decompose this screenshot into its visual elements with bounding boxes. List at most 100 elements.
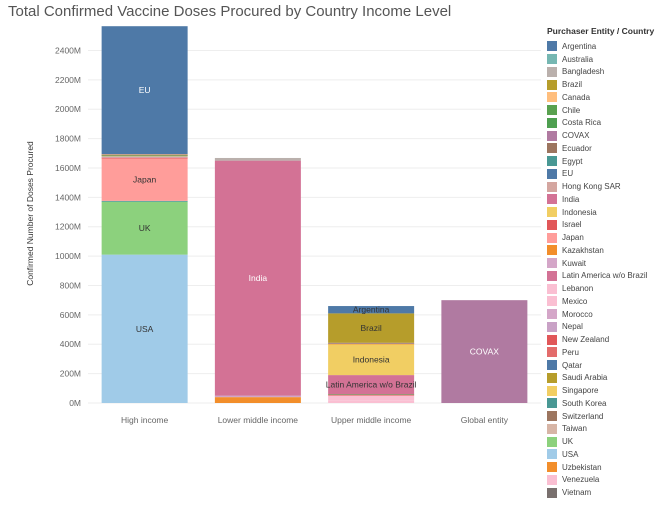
bar-segment-brazil (328, 313, 415, 343)
legend-item-costa-rica[interactable]: Costa Rica (547, 117, 659, 130)
bar-segment-uzbekistan (214, 397, 301, 403)
legend-item-india[interactable]: India (547, 193, 659, 206)
y-tick-label: 400M (60, 339, 81, 349)
legend-swatch (547, 411, 557, 422)
bar-segment-canada (101, 156, 188, 157)
legend-label: Vietnam (562, 488, 592, 498)
legend-swatch (547, 168, 557, 179)
legend-item-usa[interactable]: USA (547, 448, 659, 461)
legend-swatch (547, 258, 557, 269)
legend-item-hong-kong-sar[interactable]: Hong Kong SAR (547, 180, 659, 193)
legend-item-saudi-arabia[interactable]: Saudi Arabia (547, 372, 659, 385)
legend-item-uzbekistan[interactable]: Uzbekistan (547, 461, 659, 474)
legend-label: USA (562, 449, 579, 459)
legend-item-uk[interactable]: UK (547, 435, 659, 448)
bar-label-eu: EU (139, 85, 151, 95)
legend-item-vietnam[interactable]: Vietnam (547, 486, 659, 499)
legend-label: Egypt (562, 156, 583, 166)
legend-swatch (547, 219, 557, 230)
chart-plot-area: EU Japan UK USA India Argentina Brazil Indonesi… (25, 26, 541, 425)
legend-label: Singapore (562, 386, 599, 396)
y-tick-label: 1400M (55, 192, 81, 202)
legend-item-lebanon[interactable]: Lebanon (547, 282, 659, 295)
legend-item-covax[interactable]: COVAX (547, 129, 659, 142)
legend-swatch (547, 105, 557, 116)
chart-title: Total Confirmed Vaccine Doses Procured b… (8, 3, 452, 20)
legend-item-switzerland[interactable]: Switzerland (547, 410, 659, 423)
y-tick-label: 1800M (55, 134, 81, 144)
legend-item-peru[interactable]: Peru (547, 346, 659, 359)
legend-label: India (562, 194, 580, 204)
bar-segment-costa-rica (328, 394, 415, 395)
legend-item-kazakhstan[interactable]: Kazakhstan (547, 244, 659, 257)
y-axis-title: Confirmed Number of Doses Procured (25, 141, 35, 286)
legend-item-indonesia[interactable]: Indonesia (547, 206, 659, 219)
legend-label: Mexico (562, 296, 588, 306)
bar-segment-ecuador (328, 342, 415, 344)
legend-item-mexico[interactable]: Mexico (547, 295, 659, 308)
y-tick-label: 2200M (55, 75, 81, 85)
legend-item-canada[interactable]: Canada (547, 91, 659, 104)
legend-label: Australia (562, 54, 594, 64)
y-tick-label: 1000M (55, 251, 81, 261)
legend-label: Hong Kong SAR (562, 182, 621, 192)
legend-swatch (547, 385, 557, 396)
legend-item-new-zealand[interactable]: New Zealand (547, 333, 659, 346)
legend-label: Israel (562, 220, 582, 230)
axes: 0M 200M 400M 600M 800M 1000M 1200M 1400M 1600M 18… (25, 45, 509, 425)
legend-label: South Korea (562, 398, 607, 408)
legend-item-latin-america-w-o-brazil[interactable]: Latin America w/o Brazil (547, 270, 659, 283)
legend-swatch (547, 474, 557, 485)
legend-item-egypt[interactable]: Egypt (547, 155, 659, 168)
legend-item-qatar[interactable]: Qatar (547, 359, 659, 372)
legend-item-eu[interactable]: EU (547, 168, 659, 181)
legend-swatch (547, 245, 557, 256)
legend-item-brazil[interactable]: Brazil (547, 78, 659, 91)
legend-label: Brazil (562, 80, 583, 90)
legend-item-taiwan[interactable]: Taiwan (547, 423, 659, 436)
bar-segment-usa (101, 254, 188, 403)
bar-label-indonesia: Indonesia (353, 355, 390, 365)
y-tick-label: 200M (60, 369, 81, 379)
bar-label-india: India (249, 273, 268, 283)
legend-item-israel[interactable]: Israel (547, 219, 659, 232)
legend-item-japan[interactable]: Japan (547, 231, 659, 244)
bar-segment-taiwan (101, 154, 188, 155)
bar-label-argentina: Argentina (353, 305, 390, 315)
legend-label: Venezuela (562, 475, 600, 485)
legend-label: Morocco (562, 309, 593, 319)
legend-item-kuwait[interactable]: Kuwait (547, 257, 659, 270)
legend-item-chile[interactable]: Chile (547, 104, 659, 117)
legend-item-argentina[interactable]: Argentina (547, 40, 659, 53)
legend-swatch (547, 130, 557, 141)
legend-swatch (547, 66, 557, 77)
legend-label: Kazakhstan (562, 245, 604, 255)
legend-swatch (547, 143, 557, 154)
legend-item-south-korea[interactable]: South Korea (547, 397, 659, 410)
legend-item-venezuela[interactable]: Venezuela (547, 474, 659, 487)
legend-item-morocco[interactable]: Morocco (547, 308, 659, 321)
legend-label: EU (562, 169, 574, 179)
bar-segment-covax (441, 300, 528, 403)
legend-label: Indonesia (562, 207, 597, 217)
bar-stacks (101, 26, 528, 403)
x-tick-label: Lower middle income (218, 415, 299, 425)
bar-segment-morocco (214, 395, 301, 398)
legend-item-australia[interactable]: Australia (547, 53, 659, 66)
legend-items: Argentina Australia Bangladesh Brazil Canada… (547, 40, 659, 499)
legend-swatch (547, 194, 557, 205)
bar-label-latin-america-w-o-brazil: Latin America w/o Brazil (326, 380, 417, 390)
legend-label: Peru (562, 347, 579, 357)
bar-segment-mexico (328, 395, 415, 401)
legend-item-bangladesh[interactable]: Bangladesh (547, 66, 659, 79)
legend-item-singapore[interactable]: Singapore (547, 384, 659, 397)
legend-swatch (547, 334, 557, 345)
legend: Purchaser Entity / Country Argentina Aust… (547, 26, 659, 499)
legend-title: Purchaser Entity / Country (547, 26, 655, 36)
legend-item-ecuador[interactable]: Ecuador (547, 142, 659, 155)
legend-label: Qatar (562, 360, 583, 370)
bar-segment-india (214, 160, 301, 396)
legend-swatch (547, 92, 557, 103)
legend-item-nepal[interactable]: Nepal (547, 321, 659, 334)
bar-segment-south-korea (101, 200, 188, 202)
